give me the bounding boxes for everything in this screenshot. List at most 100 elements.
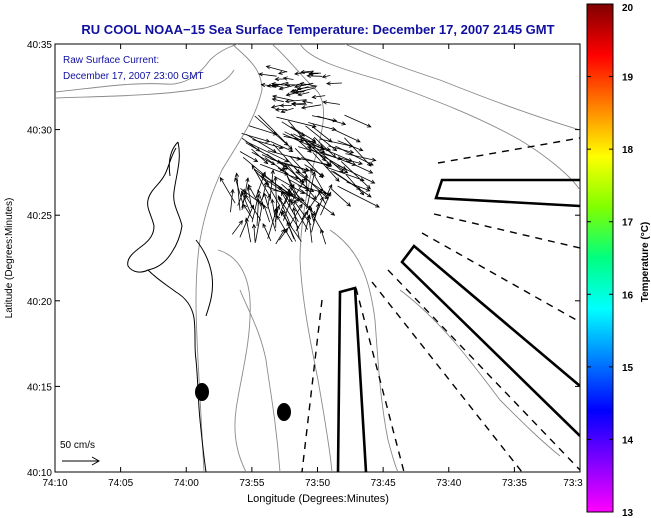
surface-current-vectors (219, 65, 380, 245)
current-vector (219, 176, 236, 204)
current-vector (262, 223, 272, 242)
annotation-line-1: Raw Surface Current: (63, 55, 159, 66)
y-tick-label: 40:10 (27, 468, 52, 479)
x-tick-label: 73:3 (563, 478, 583, 489)
colorbar-tick-label: 13 (622, 508, 634, 518)
shoal-marker-2 (277, 403, 291, 421)
current-vector (290, 200, 308, 230)
y-tick-label: 40:25 (27, 211, 52, 222)
current-vector (264, 157, 285, 172)
current-vector (272, 94, 294, 102)
current-vector (308, 122, 337, 131)
current-vector (271, 81, 289, 88)
current-vector (295, 210, 309, 232)
current-vector (301, 136, 332, 167)
current-vector (294, 71, 310, 76)
current-vector (340, 161, 371, 190)
y-tick-label: 40:15 (27, 382, 52, 393)
current-vector (277, 195, 293, 228)
current-vector (258, 72, 277, 77)
current-vector (311, 212, 324, 234)
current-vector (269, 169, 275, 201)
colorbar-tick-label: 17 (622, 218, 634, 229)
current-vector (282, 76, 294, 81)
x-tick-label: 74:05 (108, 478, 133, 489)
current-vector (311, 94, 326, 99)
current-vector (281, 121, 306, 137)
current-vector (307, 147, 347, 170)
current-vector (276, 116, 317, 129)
current-vector (325, 166, 365, 182)
y-tick-label: 40:30 (27, 126, 52, 137)
current-vector (261, 173, 281, 207)
colorbar-ticks: 13 14 15 16 17 18 19 20 (587, 3, 634, 518)
current-vector (241, 133, 271, 143)
colorbar-tick-label: 16 (622, 290, 634, 301)
current-vector (274, 77, 285, 82)
current-vector (276, 214, 293, 243)
current-vector (331, 128, 361, 143)
x-tick-label: 74:10 (42, 478, 67, 489)
current-vector (306, 170, 316, 210)
shipping-lanes (336, 178, 580, 472)
current-vector (305, 125, 338, 152)
current-vector (309, 142, 353, 162)
colorbar-tick-label: 19 (622, 73, 634, 84)
current-vector (296, 86, 317, 91)
scale-vector-arrow (62, 456, 101, 466)
current-vector (230, 188, 235, 213)
current-vector (330, 188, 352, 207)
current-vector (304, 173, 309, 197)
current-vector (301, 99, 313, 104)
current-vector (313, 136, 337, 159)
current-vector (304, 164, 325, 177)
current-vector (271, 97, 284, 103)
x-tick-label: 73:35 (502, 478, 527, 489)
current-vector (278, 185, 291, 203)
current-vector (306, 73, 323, 79)
current-vector (284, 99, 307, 104)
current-vector (254, 115, 289, 146)
current-vector (234, 172, 241, 211)
y-tick-label: 40:35 (27, 40, 52, 51)
current-vector (299, 188, 336, 216)
map-panel (54, 43, 581, 473)
shoal-marker-1 (195, 383, 209, 401)
current-vector (304, 214, 311, 232)
current-vector (346, 181, 371, 192)
current-vector (243, 203, 254, 220)
current-vector (297, 92, 310, 97)
current-vector (267, 150, 302, 161)
current-vector (345, 160, 374, 174)
current-vector (285, 203, 303, 233)
colorbar-tick-label: 20 (622, 3, 634, 14)
current-vector (345, 153, 377, 162)
current-vector (270, 198, 276, 218)
current-vector (246, 185, 252, 208)
current-vector (251, 164, 272, 199)
scale-vector-label: 50 cm/s (60, 440, 95, 451)
current-vector (289, 86, 309, 93)
current-vector (291, 102, 307, 107)
current-vector (322, 100, 340, 105)
current-vector (251, 148, 269, 165)
current-vector (280, 107, 294, 114)
current-vector (344, 137, 372, 167)
current-vector (278, 196, 300, 229)
current-vector (274, 107, 287, 112)
current-vector (244, 217, 252, 243)
current-vector (301, 188, 323, 220)
x-tick-label: 73:55 (239, 478, 264, 489)
dashed-lines (301, 137, 580, 472)
x-axis-label: Longitude (Degrees:Minutes) (247, 493, 389, 505)
current-vector (290, 133, 312, 153)
x-tick-label: 73:50 (305, 478, 330, 489)
current-vector (329, 160, 349, 174)
chart-title: RU COOL NOAA−15 Sea Surface Temperature:… (81, 22, 554, 37)
current-vector (266, 185, 305, 202)
current-vector (263, 192, 276, 232)
colorbar-tick-label: 15 (622, 363, 634, 374)
map-layers (55, 44, 580, 472)
colorbar-label: Temperature (°C) (640, 222, 651, 303)
